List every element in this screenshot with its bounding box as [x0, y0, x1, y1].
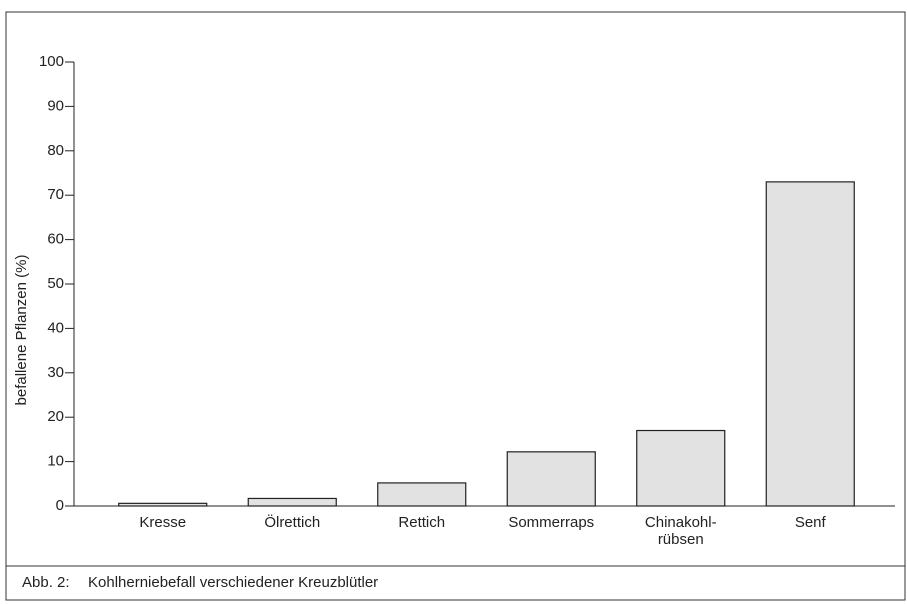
caption: Kohlherniebefall verschiedener Kreuzblüt…	[88, 574, 378, 591]
x-tick-label: Ölrettich	[264, 514, 321, 531]
y-tick-label: 60	[47, 231, 64, 248]
bar	[636, 429, 726, 507]
x-tick-label: Kresse	[139, 514, 187, 531]
y-tick-label: 0	[56, 497, 64, 514]
y-tick-label: 50	[47, 275, 64, 292]
x-tick-label: Sommerraps	[508, 514, 595, 531]
y-tick-label: 70	[47, 186, 64, 203]
y-tick-label: 10	[47, 453, 64, 470]
x-tick-label: Chinakohl- rübsen	[644, 514, 717, 548]
bar	[506, 451, 596, 507]
bar	[118, 502, 208, 507]
frame	[5, 11, 906, 601]
y-tick-label: 40	[47, 319, 64, 336]
bar	[765, 181, 855, 507]
x-tick-label: Rettich	[398, 514, 446, 531]
y-tick-label: 20	[47, 408, 64, 425]
bar	[377, 482, 467, 507]
y-tick-label: 100	[39, 53, 64, 70]
y-tick-label: 90	[47, 97, 64, 114]
y-axis-label: befallene Pflanzen (%)	[13, 255, 30, 406]
y-tick-label: 30	[47, 364, 64, 381]
caption-label: Abb. 2:	[22, 574, 70, 591]
bar	[247, 497, 337, 507]
x-tick-label: Senf	[794, 514, 826, 531]
y-tick-label: 80	[47, 142, 64, 159]
